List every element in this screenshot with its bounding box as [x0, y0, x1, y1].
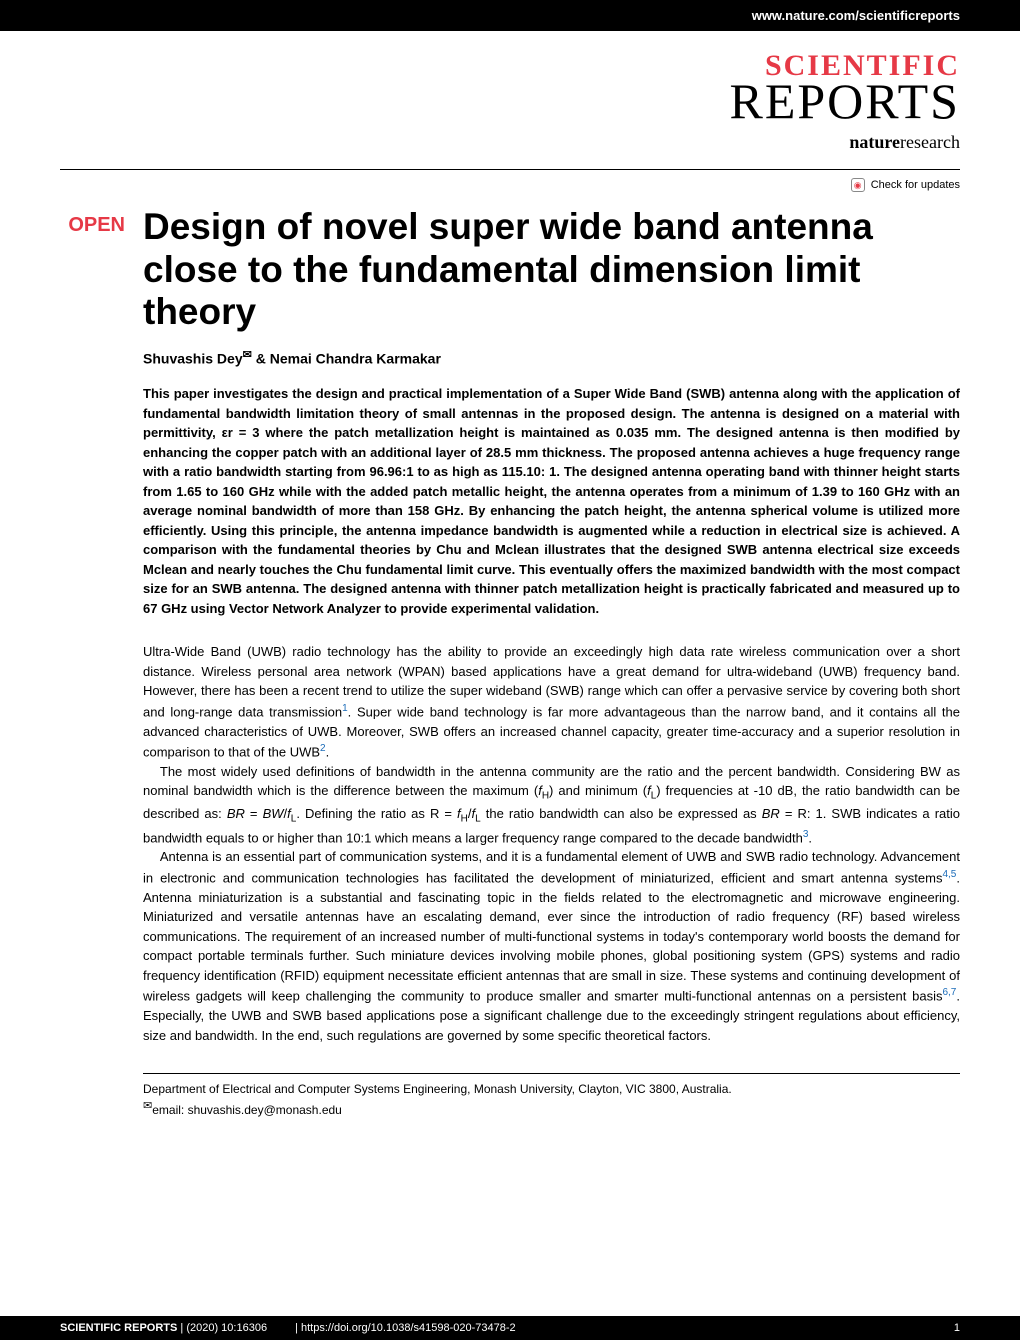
abstract-text: This paper investigates the design and p…: [143, 384, 960, 618]
footer-citation: SCIENTIFIC REPORTS | (2020) 10:16306: [60, 1322, 267, 1334]
page-number: 1: [954, 1322, 960, 1334]
main-column: Design of novel super wide band antenna …: [143, 206, 960, 1119]
footer-doi: | https://doi.org/10.1038/s41598-020-734…: [295, 1322, 516, 1334]
crossmark-icon: ◉: [851, 178, 865, 192]
author-1: Shuvashis Dey: [143, 350, 243, 366]
author-separator: &: [252, 350, 270, 366]
ref-link-67[interactable]: 6,7: [942, 987, 956, 998]
email-address: shuvashis.dey@monash.edu: [188, 1103, 342, 1117]
journal-url: www.nature.com/scientificreports: [752, 8, 960, 23]
paragraph-1: Ultra-Wide Band (UWB) radio technology h…: [143, 642, 960, 762]
author-2: Nemai Chandra Karmakar: [270, 350, 441, 366]
email-icon: ✉: [143, 1098, 152, 1115]
email-label: email:: [152, 1103, 187, 1117]
content-container: OPEN Design of novel super wide band ant…: [0, 206, 1020, 1119]
paragraph-3: Antenna is an essential part of communic…: [143, 847, 960, 1045]
publisher-bold: nature: [849, 132, 900, 152]
publisher-rest: research: [900, 132, 960, 152]
affiliation-text: Department of Electrical and Computer Sy…: [143, 1082, 732, 1096]
body-text: Ultra-Wide Band (UWB) radio technology h…: [143, 642, 960, 1045]
journal-logo: SCIENTIFIC REPORTS natureresearch: [0, 31, 1020, 163]
paragraph-2: The most widely used definitions of band…: [143, 762, 960, 848]
authors-list: Shuvashis Dey✉ & Nemai Chandra Karmakar: [143, 348, 960, 367]
page-footer: SCIENTIFIC REPORTS | (2020) 10:16306 | h…: [0, 1316, 1020, 1340]
ref-link-45[interactable]: 4,5: [942, 869, 956, 880]
journal-url-bar: www.nature.com/scientificreports: [0, 0, 1020, 31]
logo-bottom-word: REPORTS: [0, 79, 960, 124]
article-title: Design of novel super wide band antenna …: [143, 206, 960, 334]
footer-left: SCIENTIFIC REPORTS | (2020) 10:16306 | h…: [60, 1322, 516, 1334]
affiliation-block: Department of Electrical and Computer Sy…: [143, 1073, 960, 1119]
check-updates-label: Check for updates: [871, 179, 960, 191]
check-updates-link[interactable]: ◉ Check for updates: [0, 170, 1020, 206]
publisher-name: natureresearch: [0, 132, 960, 153]
corresponding-author-icon: ✉: [243, 348, 252, 361]
open-access-badge: OPEN: [60, 214, 125, 1119]
footer-journal: SCIENTIFIC REPORTS: [60, 1322, 177, 1334]
